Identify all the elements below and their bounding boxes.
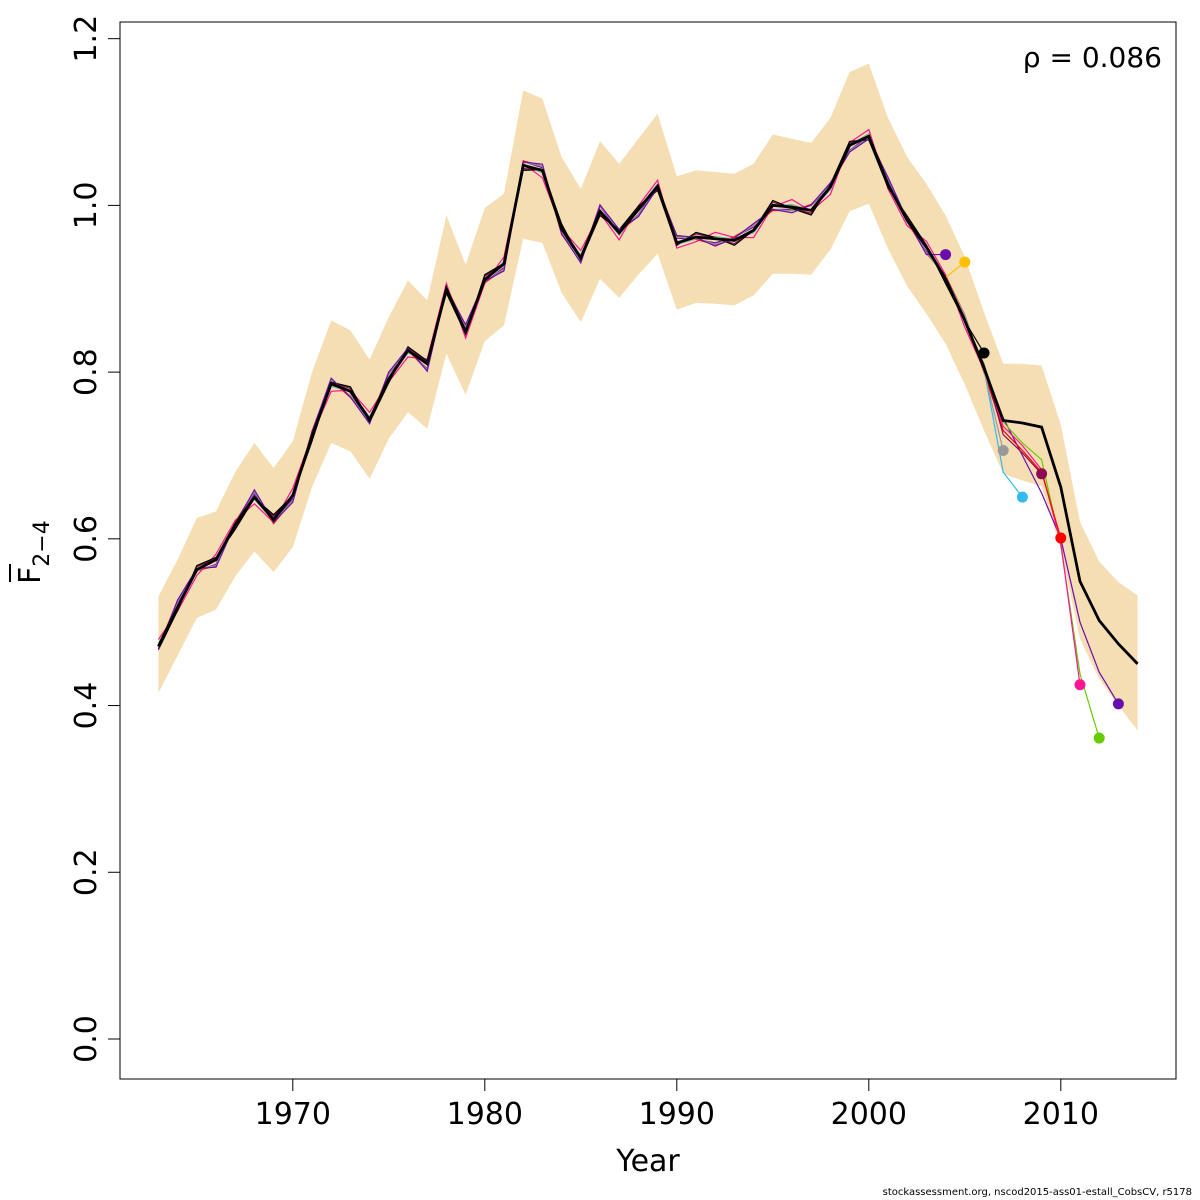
footer-source-text: stockassessment.org, nscod2015-ass01-est… bbox=[882, 1187, 1192, 1198]
peel-endpoint-2012 bbox=[1093, 732, 1105, 744]
peel-endpoint-2007 bbox=[997, 444, 1009, 456]
y-axis-title-main: F bbox=[13, 567, 48, 584]
y-axis-title-subscript: 2−4 bbox=[30, 520, 55, 566]
x-tick-label-2010: 2010 bbox=[1023, 1097, 1099, 1132]
y-tick-label-0: 0.0 bbox=[69, 1015, 104, 1063]
peel-endpoint-2005 bbox=[959, 256, 971, 268]
y-tick-label-2: 0.4 bbox=[69, 682, 104, 730]
rho-annotation: ρ = 0.086 bbox=[1023, 41, 1162, 74]
confidence-band bbox=[158, 63, 1138, 731]
base-estimate-layer bbox=[157, 134, 1139, 665]
confidence-band-layer bbox=[158, 63, 1138, 731]
peel-endpoint-2008 bbox=[1016, 491, 1028, 503]
peel-endpoint-2006 bbox=[978, 347, 990, 359]
base-estimate-line bbox=[157, 134, 1139, 665]
y-axis-title: F2−4 bbox=[9, 520, 55, 584]
y-tick-label-1: 0.2 bbox=[69, 848, 104, 896]
x-tick-label-2000: 2000 bbox=[831, 1097, 907, 1132]
peel-endpoint-2013 bbox=[1112, 698, 1124, 710]
peel-endpoint-2010 bbox=[1055, 532, 1067, 544]
peel-endpoints-layer bbox=[940, 249, 1124, 744]
y-tick-label-4: 0.8 bbox=[69, 348, 104, 396]
x-tick-label-1990: 1990 bbox=[639, 1097, 715, 1132]
peel-endpoint-2009 bbox=[1036, 468, 1048, 480]
peel-endpoint-2011 bbox=[1074, 679, 1086, 691]
axes-layer: 1970 1980 1990 2000 2010 0.0 0.2 0.4 0.6 0.8 1.0 1.… bbox=[69, 15, 1099, 1132]
x-axis-title: Year bbox=[615, 1144, 680, 1179]
x-tick-label-1980: 1980 bbox=[447, 1097, 523, 1132]
peel-endpoint-2004 bbox=[940, 249, 952, 261]
y-tick-label-3: 0.6 bbox=[69, 515, 104, 563]
x-tick-label-1970: 1970 bbox=[255, 1097, 331, 1132]
y-tick-label-5: 1.0 bbox=[69, 182, 104, 230]
y-tick-label-6: 1.2 bbox=[69, 15, 104, 63]
svg-text:F2−4: F2−4 bbox=[13, 520, 55, 584]
